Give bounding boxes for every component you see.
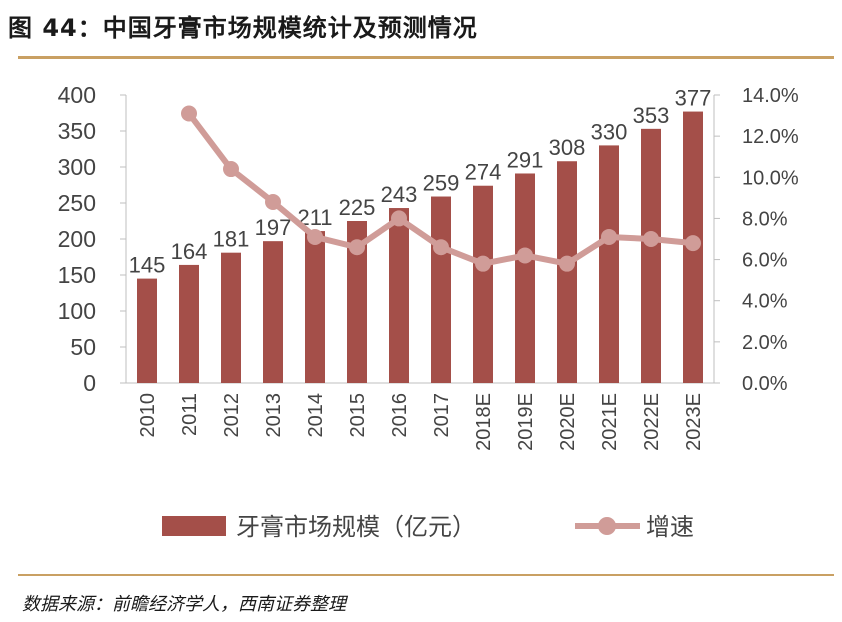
legend: 牙膏市场规模（亿元） 增速 xyxy=(162,514,694,541)
growth-point xyxy=(391,210,407,227)
bar-value-label: 243 xyxy=(381,182,418,207)
x-tick-label: 2023E xyxy=(683,393,705,451)
growth-point xyxy=(559,255,575,272)
x-tick-label: 2019E xyxy=(515,393,537,451)
bar-value-label: 353 xyxy=(633,103,670,128)
bar xyxy=(599,145,619,383)
growth-point xyxy=(601,228,617,245)
x-tick-label: 2017 xyxy=(431,393,453,438)
y-left-tick-label: 300 xyxy=(58,154,96,180)
x-tick-label: 2022E xyxy=(641,393,663,451)
bar xyxy=(473,185,493,383)
bottom-rule xyxy=(18,574,834,576)
y-right-tick-label: 12.0% xyxy=(742,126,799,148)
growth-point xyxy=(223,161,239,178)
y-left-tick-label: 250 xyxy=(58,190,96,216)
y-left-tick-label: 150 xyxy=(58,262,96,288)
x-tick-label: 2010 xyxy=(137,393,159,438)
growth-point xyxy=(181,105,197,122)
x-tick-label: 2012 xyxy=(221,393,243,438)
y-right-tick-label: 0.0% xyxy=(742,373,788,395)
growth-point xyxy=(475,255,491,272)
x-tick-label: 2016 xyxy=(389,393,411,438)
y-left-tick-label: 200 xyxy=(58,226,96,252)
x-tick-label: 2015 xyxy=(347,393,369,438)
legend-bar-swatch xyxy=(162,516,226,536)
y-right-tick-label: 8.0% xyxy=(742,208,788,230)
growth-point xyxy=(685,235,701,252)
x-axis-ticks: 2010 2011 2012 2013 2014 2015 2016 2017 2018E 201… xyxy=(137,393,705,451)
bar-value-label: 145 xyxy=(129,253,166,278)
growth-point xyxy=(643,231,659,247)
growth-point xyxy=(517,247,533,264)
bar xyxy=(305,231,325,383)
legend-line-label: 增速 xyxy=(646,514,694,541)
x-tick-label: 2014 xyxy=(305,393,327,438)
x-tick-label: 2021E xyxy=(599,393,621,451)
y-left-axis-ticks: 0 50 100 150 200 250 300 350 400 xyxy=(58,82,126,396)
y-right-tick-label: 14.0% xyxy=(742,85,799,107)
y-right-axis-ticks: 0.0% 2.0% 4.0% 6.0% 8.0% 10.0% 12.0% 14.0% xyxy=(714,85,799,395)
bar xyxy=(641,128,661,383)
x-tick-label: 2018E xyxy=(473,393,495,451)
bar-value-label: 164 xyxy=(171,239,208,264)
bar xyxy=(221,252,241,383)
legend-line-marker xyxy=(598,517,616,535)
y-right-tick-label: 10.0% xyxy=(742,167,799,189)
bar xyxy=(263,241,283,383)
y-left-tick-label: 100 xyxy=(58,298,96,324)
bar xyxy=(557,161,577,383)
growth-point xyxy=(307,228,323,245)
bar-value-label: 181 xyxy=(213,227,250,252)
bar xyxy=(137,278,157,383)
bar-series xyxy=(137,111,703,383)
x-tick-label: 2020E xyxy=(557,393,579,451)
growth-point xyxy=(433,239,449,256)
bar xyxy=(431,196,451,383)
y-right-tick-label: 4.0% xyxy=(742,291,788,313)
figure-title: 图 44：中国牙膏市场规模统计及预测情况 xyxy=(8,14,478,42)
y-right-tick-label: 2.0% xyxy=(742,332,788,354)
bar-value-label: 291 xyxy=(507,147,544,172)
bar-value-label: 259 xyxy=(423,171,460,196)
bar xyxy=(347,221,367,383)
bar-value-label: 225 xyxy=(339,195,376,220)
bar-value-label: 308 xyxy=(549,135,586,160)
y-left-tick-label: 350 xyxy=(58,118,96,144)
bar-value-label: 377 xyxy=(675,86,712,111)
bar xyxy=(179,264,199,383)
bar xyxy=(389,208,409,383)
top-rule xyxy=(18,56,834,59)
growth-line-series xyxy=(181,105,701,272)
x-tick-label: 2013 xyxy=(263,393,285,438)
source-note: 数据来源：前瞻经济学人，西南证券整理 xyxy=(22,594,346,615)
y-left-tick-label: 400 xyxy=(58,82,96,108)
y-left-tick-label: 0 xyxy=(83,370,96,396)
bar-value-label: 274 xyxy=(465,160,502,185)
x-tick-label: 2011 xyxy=(179,393,201,436)
bar-value-label: 197 xyxy=(255,215,292,240)
y-right-tick-label: 6.0% xyxy=(742,250,788,272)
y-left-tick-label: 50 xyxy=(70,334,96,360)
growth-point xyxy=(265,193,281,210)
bar-value-label: 330 xyxy=(591,119,628,144)
growth-point xyxy=(349,239,365,256)
legend-bar-label: 牙膏市场规模（亿元） xyxy=(236,514,476,541)
bar xyxy=(515,173,535,383)
